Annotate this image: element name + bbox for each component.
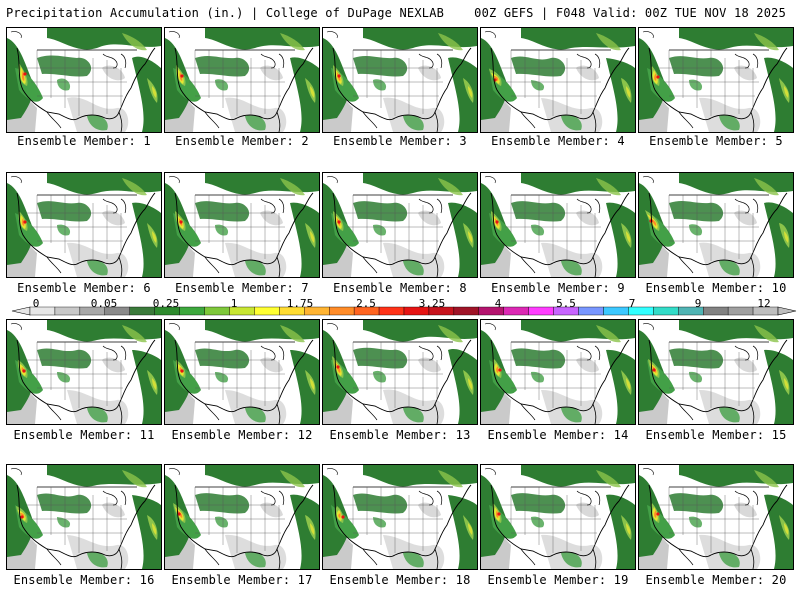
legend-color-box (703, 306, 729, 316)
legend-tick-label: 4 (494, 297, 502, 310)
ensemble-member-map (164, 27, 320, 133)
legend-tick-label: 3.25 (418, 297, 446, 310)
legend-color-box (204, 306, 230, 316)
ensemble-member-label: Ensemble Member: 5 (649, 134, 783, 148)
ensemble-member-label: Ensemble Member: 19 (487, 573, 629, 587)
ensemble-member-label: Ensemble Member: 15 (645, 428, 787, 442)
legend-color-box (727, 306, 754, 316)
legend-arrow-left (11, 306, 31, 316)
legend-color-box (553, 306, 579, 316)
ensemble-member-label: Ensemble Member: 12 (171, 428, 313, 442)
ensemble-member-map (164, 464, 320, 570)
precip-legend: 0 0.05 0.25 1 1.75 2.5 3.25 4 5.5 7 9 12 (0, 297, 800, 319)
legend-tick-label: 12 (757, 297, 771, 310)
legend-color-box (54, 306, 81, 316)
ensemble-member-label: Ensemble Member: 10 (645, 281, 787, 295)
legend-color-box (229, 306, 255, 316)
ensemble-member-label: Ensemble Member: 17 (171, 573, 313, 587)
ensemble-member-map (480, 27, 636, 133)
legend-color-box (179, 306, 205, 316)
legend-color-box (104, 306, 130, 316)
ensemble-member-label: Ensemble Member: 7 (175, 281, 309, 295)
legend-tick-label: 0.05 (90, 297, 118, 310)
legend-color-box (353, 306, 380, 316)
legend-color-box (279, 306, 305, 316)
ensemble-member-map (164, 172, 320, 278)
legend-tick-label: 2.5 (356, 297, 376, 310)
legend-color-box (752, 306, 779, 316)
ensemble-member-label: Ensemble Member: 16 (13, 573, 155, 587)
legend-color-box (29, 306, 56, 316)
legend-color-box (129, 306, 155, 316)
ensemble-member-label: Ensemble Member: 3 (333, 134, 467, 148)
legend-color-box (329, 306, 355, 316)
ensemble-member-map (480, 319, 636, 425)
legend-arrow-right (777, 306, 797, 316)
ensemble-member-map (6, 27, 162, 133)
ensemble-member-map (638, 172, 794, 278)
ensemble-member-label: Ensemble Member: 2 (175, 134, 309, 148)
legend-color-box (678, 306, 704, 316)
ensemble-member-map (6, 319, 162, 425)
ensemble-member-label: Ensemble Member: 1 (17, 134, 151, 148)
ensemble-member-label: Ensemble Member: 18 (329, 573, 471, 587)
ensemble-member-map (480, 172, 636, 278)
legend-color-box (453, 306, 480, 316)
ensemble-member-label: Ensemble Member: 13 (329, 428, 471, 442)
legend-color-box (503, 306, 529, 316)
legend-color-box (528, 306, 554, 316)
header-run-info: 00Z GEFS | F048 Valid: 00Z TUE NOV 18 20… (474, 6, 786, 20)
ensemble-member-map (6, 172, 162, 278)
ensemble-member-map (480, 464, 636, 570)
legend-color-box (478, 306, 504, 316)
legend-tick-label: 7 (628, 297, 636, 310)
legend-tick-label: 9 (694, 297, 702, 310)
legend-color-box (154, 306, 180, 316)
legend-color-box (628, 306, 654, 316)
ensemble-member-map (638, 464, 794, 570)
ensemble-member-label: Ensemble Member: 4 (491, 134, 625, 148)
legend-color-box (254, 306, 280, 316)
ensemble-member-label: Ensemble Member: 9 (491, 281, 625, 295)
legend-colorbar (11, 306, 797, 316)
legend-tick-label: 0 (32, 297, 40, 310)
ensemble-member-map (638, 27, 794, 133)
legend-color-box (79, 306, 106, 316)
ensemble-member-map (638, 319, 794, 425)
ensemble-member-map (6, 464, 162, 570)
ensemble-member-map (322, 27, 478, 133)
ensemble-member-label: Ensemble Member: 6 (17, 281, 151, 295)
ensemble-member-label: Ensemble Member: 20 (645, 573, 787, 587)
ensemble-member-map (164, 319, 320, 425)
header-title: Precipitation Accumulation (in.) | Colle… (6, 6, 445, 20)
ensemble-member-label: Ensemble Member: 11 (13, 428, 155, 442)
ensemble-member-label: Ensemble Member: 8 (333, 281, 467, 295)
legend-color-box (378, 306, 405, 316)
legend-color-box (603, 306, 629, 316)
legend-color-box (428, 306, 455, 316)
legend-tick-label: 1.75 (286, 297, 314, 310)
ensemble-member-map (322, 172, 478, 278)
legend-tick-label: 0.25 (152, 297, 180, 310)
ensemble-member-map (322, 319, 478, 425)
legend-tick-label: 5.5 (556, 297, 576, 310)
legend-color-box (578, 306, 604, 316)
legend-tick-label: 1 (230, 297, 238, 310)
ensemble-member-map (322, 464, 478, 570)
ensemble-member-label: Ensemble Member: 14 (487, 428, 629, 442)
legend-color-box (653, 306, 679, 316)
legend-color-box (304, 306, 330, 316)
legend-color-box (403, 306, 430, 316)
